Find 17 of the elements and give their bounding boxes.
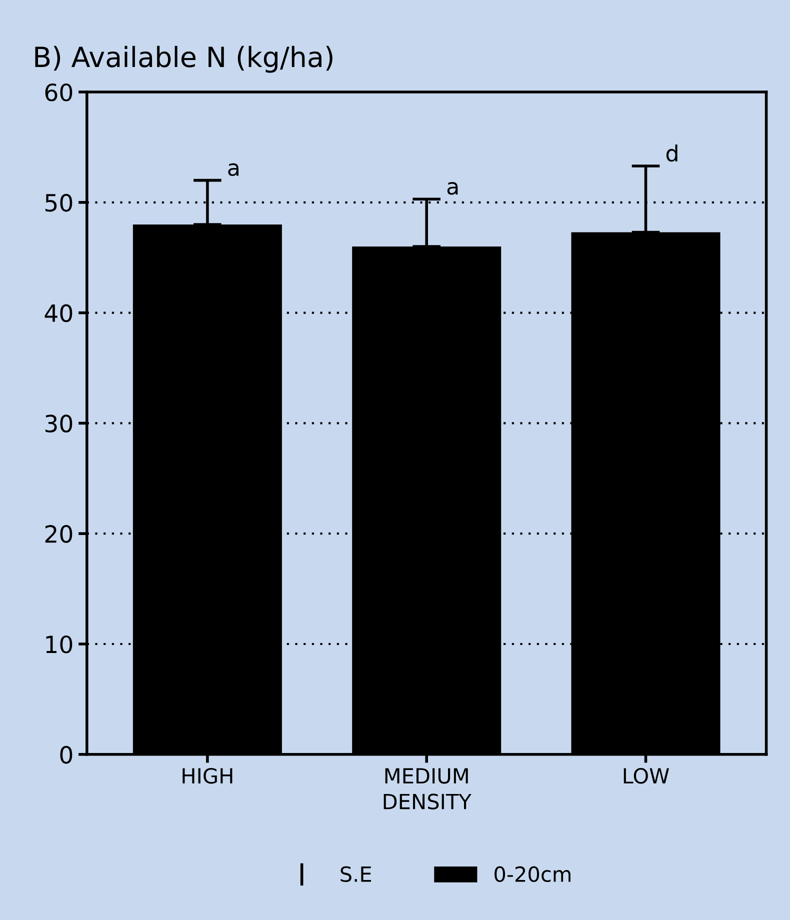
chart-title: B) Available N (kg/ha) xyxy=(35,46,332,73)
y-tick-label: 20 xyxy=(45,525,72,543)
y-tick-label: 30 xyxy=(45,414,72,433)
x-tick-label: MEDIUM xyxy=(385,768,468,784)
text: S.E xyxy=(340,866,372,882)
y-tick-label: 50 xyxy=(45,194,72,212)
y-tick-label: 0 xyxy=(60,746,72,764)
annotation: a xyxy=(447,182,458,195)
y-tick-label: 10 xyxy=(46,635,72,654)
x-axis-title: DENSITY xyxy=(384,794,472,810)
x-tick-label: LOW xyxy=(624,768,670,784)
y-tick-label: 60 xyxy=(45,83,72,102)
annotation: d xyxy=(666,144,678,162)
annotation: a xyxy=(228,163,238,176)
x-tick-label: HIGH xyxy=(182,768,232,784)
y-tick-label: 40 xyxy=(44,304,72,322)
legend-label: 0-20cm xyxy=(494,866,570,882)
